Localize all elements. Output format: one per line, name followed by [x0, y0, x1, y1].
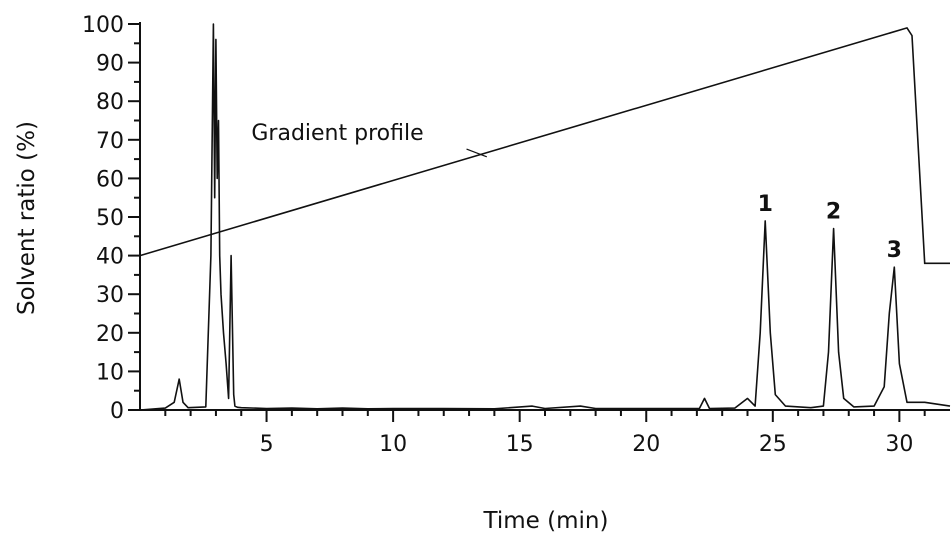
y-tick-label: 20	[96, 322, 124, 347]
x-tick-label: 15	[506, 432, 534, 457]
y-tick-label: 90	[96, 52, 124, 77]
y-axis-title: Solvent ratio (%)	[14, 121, 40, 315]
peak-label-2: 2	[826, 200, 841, 225]
x-axis-title: Time (min)	[483, 508, 609, 533]
annotations: Gradient profile 1 2 3	[251, 121, 902, 263]
chromatogram-trace	[139, 23, 951, 411]
series-layer	[139, 23, 951, 411]
axes: 0 10 20 30 40 50 60 70 80 90 100 5 10 15 20 25 30	[82, 13, 950, 457]
x-tick-label: 5	[260, 432, 274, 457]
x-tick-label: 20	[632, 432, 660, 457]
gradient-label-leader	[466, 148, 487, 158]
y-tick-label: 100	[82, 13, 124, 38]
y-tick-label: 40	[96, 245, 124, 270]
y-tick-label: 10	[96, 360, 124, 385]
y-tick-label: 0	[110, 399, 124, 424]
peak-label-3: 3	[887, 238, 902, 263]
x-tick-label: 25	[759, 432, 787, 457]
y-tick-label: 30	[96, 283, 124, 308]
x-tick-label: 30	[885, 432, 913, 457]
y-tick-label: 80	[96, 90, 124, 115]
peak-label-1: 1	[758, 192, 773, 217]
x-tick-label: 10	[379, 432, 407, 457]
gradient-profile-line	[139, 26, 950, 265]
gradient-profile-label: Gradient profile	[251, 121, 423, 146]
y-tick-label: 70	[96, 129, 124, 154]
y-tick-label: 60	[96, 167, 124, 192]
y-tick-label: 50	[96, 206, 124, 231]
